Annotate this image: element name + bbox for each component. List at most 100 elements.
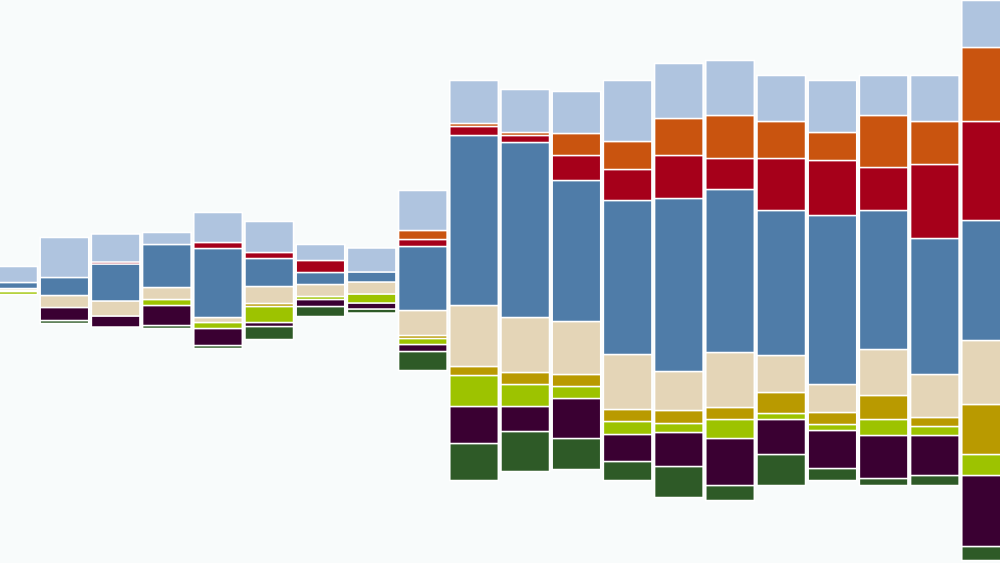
bar-segment <box>397 245 448 312</box>
bar-segment <box>909 373 960 419</box>
bar-segment <box>90 315 141 328</box>
bar-segment <box>807 383 858 414</box>
bar-segment <box>909 416 960 428</box>
bar-segment <box>346 281 397 295</box>
bar-segment <box>449 374 500 408</box>
bar-segment <box>705 437 756 487</box>
bar-segment <box>807 429 858 470</box>
bar-segment <box>602 140 653 171</box>
bar-segment <box>909 120 960 166</box>
bar-segment <box>397 350 448 372</box>
bar-segment <box>756 354 807 394</box>
bar-segment <box>193 327 244 347</box>
bar-segment <box>346 293 397 304</box>
bar-segment <box>807 467 858 482</box>
bar-segment <box>909 163 960 240</box>
bar-segment <box>500 430 551 473</box>
bar-segment <box>705 351 756 409</box>
bar-segment <box>346 271 397 283</box>
bar-segment <box>449 365 500 377</box>
bar-segment <box>807 423 858 432</box>
bar-segment <box>909 237 960 376</box>
bar-segment <box>653 197 704 373</box>
bar-segment <box>705 59 756 117</box>
bar-segment <box>705 114 756 160</box>
bar-segment <box>653 409 704 425</box>
bar-segment <box>961 453 1000 477</box>
bar-segment <box>705 188 756 354</box>
bar-segment <box>909 74 960 123</box>
bar-segment <box>807 214 858 386</box>
bar-segment <box>500 405 551 433</box>
bar-segment <box>961 219 1000 342</box>
bar-segment <box>295 271 346 286</box>
bar-segment <box>756 74 807 123</box>
bar-segment <box>705 406 756 421</box>
bar-segment <box>961 474 1000 548</box>
bar-segment <box>244 220 295 254</box>
bar-segment <box>397 238 448 248</box>
bar-segment <box>807 79 858 134</box>
bar-segment <box>858 394 909 421</box>
bar-segment <box>244 251 295 260</box>
bar-segment <box>193 247 244 319</box>
bar-segment <box>500 383 551 408</box>
bar-segment <box>807 159 858 217</box>
bar-segment <box>449 134 500 307</box>
bar-segment <box>858 74 909 117</box>
bar-segment <box>756 120 807 160</box>
bar-segment <box>756 418 807 456</box>
bar-segment <box>602 433 653 463</box>
bar-segment <box>551 90 602 135</box>
bar-segment <box>705 484 756 502</box>
bar-segment <box>141 304 192 327</box>
bar-segment <box>756 157 807 212</box>
bar-segment <box>397 189 448 232</box>
bar-segment <box>244 285 295 305</box>
bar-segment <box>961 120 1000 222</box>
bar-segment <box>858 348 909 397</box>
bar-segment <box>141 298 192 307</box>
bar-segment <box>39 236 90 279</box>
bar-segment <box>961 339 1000 406</box>
bar-segment <box>653 370 704 412</box>
bar-segment <box>141 243 192 289</box>
bar-segment <box>858 477 909 487</box>
bar-segment <box>449 79 500 125</box>
bar-segment <box>346 247 397 273</box>
bar-segment <box>961 403 1000 456</box>
bar-segment <box>295 243 346 262</box>
bar-segment <box>551 373 602 388</box>
bar-segment <box>295 305 346 318</box>
bar-segment <box>551 397 602 440</box>
bar-segment <box>500 88 551 134</box>
bar-segment <box>39 306 90 322</box>
bar-segment <box>0 281 39 290</box>
bar-segment <box>602 79 653 143</box>
bar-segment <box>858 418 909 437</box>
bar-segment <box>858 434 909 480</box>
bar-segment <box>756 391 807 415</box>
bar-segment <box>39 276 90 297</box>
bar-segment <box>141 286 192 301</box>
bar-segment <box>551 132 602 157</box>
bar-segment <box>961 545 1000 562</box>
bar-segment <box>244 305 295 324</box>
bar-segment <box>346 302 397 310</box>
bar-segment <box>449 125 500 137</box>
bar-segment <box>909 425 960 437</box>
bar-segment <box>90 233 141 263</box>
bar-segment <box>602 199 653 356</box>
bar-segment <box>449 304 500 368</box>
bar-segment <box>961 46 1000 123</box>
bar-segment <box>756 209 807 357</box>
bar-segment <box>602 353 653 411</box>
bar-segment <box>807 131 858 162</box>
bar-segment <box>193 211 244 244</box>
bar-segment <box>551 154 602 182</box>
bar-segment <box>705 157 756 191</box>
bar-segment <box>295 283 346 298</box>
bar-segment <box>602 420 653 436</box>
bar-segment <box>449 405 500 445</box>
